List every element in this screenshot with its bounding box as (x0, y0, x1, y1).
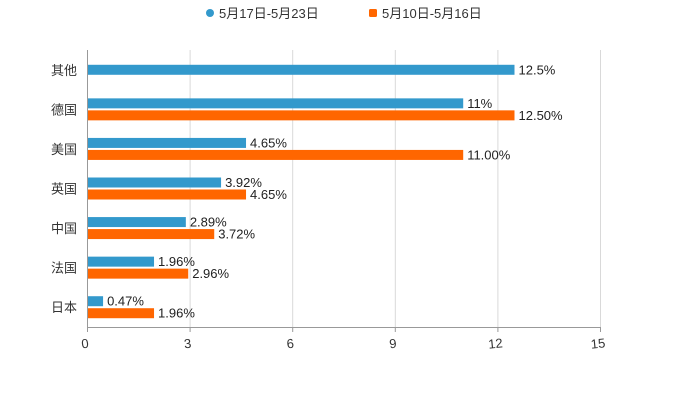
bar-series-1-x[interactable] (88, 137, 247, 148)
bar-series-2-x[interactable] (88, 149, 464, 160)
category-label: 中国 (51, 221, 77, 236)
data-label: 3.92% (225, 175, 262, 190)
data-label: 4.65% (250, 135, 287, 150)
legend: 5月17日-5月23日 5月10日-5月16日 (206, 6, 482, 21)
bar-series-1-x[interactable] (88, 296, 104, 307)
legend-marker-circle (206, 9, 214, 17)
data-label: 11.00% (467, 147, 511, 162)
x-tick-label: 9 (388, 336, 397, 352)
bar-series-1-x[interactable] (88, 217, 186, 228)
bar-series-2-x[interactable] (88, 308, 155, 319)
bar-series-1-x[interactable] (88, 256, 155, 267)
legend-marker-square (369, 9, 377, 17)
gridlines (189, 50, 601, 327)
x-tick-label: 12 (487, 335, 503, 351)
x-tick-label: 6 (286, 336, 295, 352)
x-tick-label: 15 (590, 335, 606, 351)
bar-series-1-x[interactable] (88, 98, 464, 109)
data-label: 12.5% (519, 62, 556, 77)
bar-series-2-x[interactable] (88, 110, 515, 121)
bar-series-1-x[interactable] (88, 64, 515, 75)
category-label: 英国 (51, 182, 77, 197)
category-label: 美国 (51, 142, 77, 157)
category-label: 德国 (51, 102, 77, 117)
x-tick-label: 0 (81, 336, 90, 352)
bars (88, 64, 515, 319)
data-labels: 12.5%11%12.50%4.65%11.00%3.92%4.65%2.89%… (107, 62, 563, 320)
data-label: 1.96% (158, 306, 195, 321)
legend-item-1[interactable]: 5月17日-5月23日 (206, 6, 319, 21)
bar-series-1-x[interactable] (88, 177, 222, 188)
data-label: 3.72% (218, 227, 255, 242)
data-label: 1.96% (158, 254, 195, 269)
data-label: 0.47% (107, 294, 144, 309)
data-label: 2.89% (190, 215, 227, 230)
data-label: 12.50% (519, 108, 564, 123)
data-label: 2.96% (192, 266, 229, 281)
data-label: 11% (467, 96, 492, 111)
x-tick-label: 3 (183, 336, 192, 352)
data-label: 4.65% (250, 187, 287, 202)
bar-series-2-x[interactable] (88, 229, 215, 240)
bar-series-2-x[interactable] (88, 268, 189, 279)
category-label: 其他 (51, 63, 77, 78)
legend-label: 5月10日-5月16日 (382, 6, 482, 21)
legend-label: 5月17日-5月23日 (219, 6, 319, 21)
bar-series-2-x[interactable] (88, 189, 247, 200)
category-label: 日本 (51, 300, 77, 315)
category-label: 法国 (51, 261, 77, 276)
legend-item-2[interactable]: 5月10日-5月16日 (369, 6, 482, 21)
